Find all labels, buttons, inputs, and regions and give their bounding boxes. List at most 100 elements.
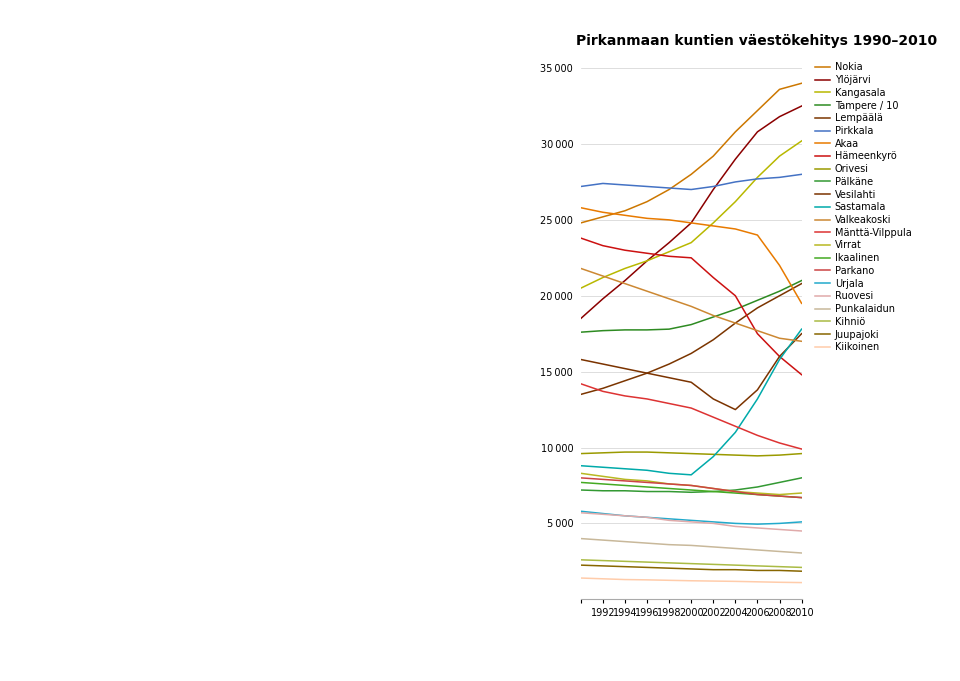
Vesilahti (774, 352, 785, 360)
Virrat (796, 489, 807, 497)
Sastamala (708, 453, 719, 461)
Juupajoki (619, 563, 631, 571)
Kangasala (708, 219, 719, 227)
Hämeenkyrö (597, 242, 609, 250)
Urjala (796, 518, 807, 526)
Ruovesi (597, 510, 609, 518)
Kihniö (685, 560, 697, 568)
Mänttä-Vilppula (752, 431, 763, 439)
Line: Juupajoki: Juupajoki (581, 565, 802, 571)
Pirkkala (619, 181, 631, 189)
Line: Kihniö: Kihniö (581, 560, 802, 567)
Kangasala (774, 152, 785, 160)
Ikaalinen (730, 489, 741, 497)
Punkalaidun (663, 541, 675, 549)
Hämeenkyrö (774, 352, 785, 360)
Kiikoinen (619, 575, 631, 584)
Line: Urjala: Urjala (581, 511, 802, 524)
Tampere / 10 (641, 326, 653, 334)
Pirkkala (774, 173, 785, 181)
Nokia (708, 152, 719, 160)
Ruovesi (663, 516, 675, 524)
Kihniö (575, 556, 587, 564)
Sastamala (796, 325, 807, 333)
Line: Pirkkala: Pirkkala (581, 174, 802, 189)
Ikaalinen (641, 483, 653, 491)
Nokia (774, 85, 785, 93)
Kihniö (641, 558, 653, 566)
Line: Ikaalinen: Ikaalinen (581, 482, 802, 498)
Kangasala (730, 197, 741, 206)
Kihniö (796, 563, 807, 571)
Juupajoki (575, 561, 587, 569)
Mänttä-Vilppula (796, 445, 807, 453)
Kiikoinen (641, 575, 653, 584)
Mänttä-Vilppula (575, 380, 587, 388)
Sastamala (685, 471, 697, 479)
Ruovesi (641, 513, 653, 522)
Juupajoki (641, 563, 653, 571)
Ikaalinen (774, 492, 785, 500)
Valkeakoski (641, 287, 653, 296)
Vesilahti (619, 364, 631, 373)
Sastamala (663, 469, 675, 477)
Ikaalinen (796, 494, 807, 502)
Lempäälä (619, 377, 631, 385)
Lempäälä (708, 336, 719, 344)
Nokia (730, 128, 741, 136)
Ylöjärvi (796, 102, 807, 110)
Punkalaidun (774, 548, 785, 556)
Pälkäne (796, 474, 807, 482)
Line: Punkalaidun: Punkalaidun (581, 539, 802, 553)
Kiikoinen (796, 578, 807, 586)
Virrat (774, 490, 785, 498)
Urjala (730, 520, 741, 528)
Line: Lempäälä: Lempäälä (581, 283, 802, 394)
Akaa (708, 222, 719, 230)
Lempäälä (752, 304, 763, 312)
Kiikoinen (752, 577, 763, 586)
Pälkäne (730, 486, 741, 494)
Hämeenkyrö (663, 252, 675, 260)
Hämeenkyrö (619, 246, 631, 254)
Valkeakoski (708, 311, 719, 319)
Parkano (575, 474, 587, 482)
Line: Mänttä-Vilppula: Mänttä-Vilppula (581, 384, 802, 449)
Ylöjärvi (575, 315, 587, 323)
Juupajoki (708, 566, 719, 574)
Pirkkala (730, 178, 741, 186)
Tampere / 10 (796, 276, 807, 285)
Valkeakoski (730, 319, 741, 327)
Akaa (685, 219, 697, 227)
Ylöjärvi (685, 219, 697, 227)
Line: Nokia: Nokia (581, 83, 802, 223)
Pälkäne (619, 487, 631, 495)
Lempäälä (663, 360, 675, 368)
Ylöjärvi (597, 295, 609, 303)
Kiikoinen (597, 575, 609, 583)
Ikaalinen (663, 484, 675, 492)
Kangasala (619, 264, 631, 272)
Nokia (796, 79, 807, 87)
Sastamala (619, 464, 631, 473)
Nokia (575, 219, 587, 227)
Akaa (663, 216, 675, 224)
Line: Valkeakoski: Valkeakoski (581, 268, 802, 341)
Line: Kangasala: Kangasala (581, 141, 802, 288)
Akaa (597, 208, 609, 217)
Mänttä-Vilppula (597, 387, 609, 396)
Tampere / 10 (752, 296, 763, 304)
Line: Hämeenkyrö: Hämeenkyrö (581, 238, 802, 375)
Tampere / 10 (619, 326, 631, 334)
Urjala (619, 511, 631, 520)
Mänttä-Vilppula (730, 422, 741, 430)
Kiikoinen (685, 577, 697, 585)
Tampere / 10 (575, 328, 587, 336)
Virrat (730, 488, 741, 496)
Orivesi (575, 449, 587, 458)
Parkano (774, 492, 785, 500)
Virrat (597, 472, 609, 480)
Ylöjärvi (708, 185, 719, 193)
Lempäälä (730, 319, 741, 327)
Parkano (752, 490, 763, 498)
